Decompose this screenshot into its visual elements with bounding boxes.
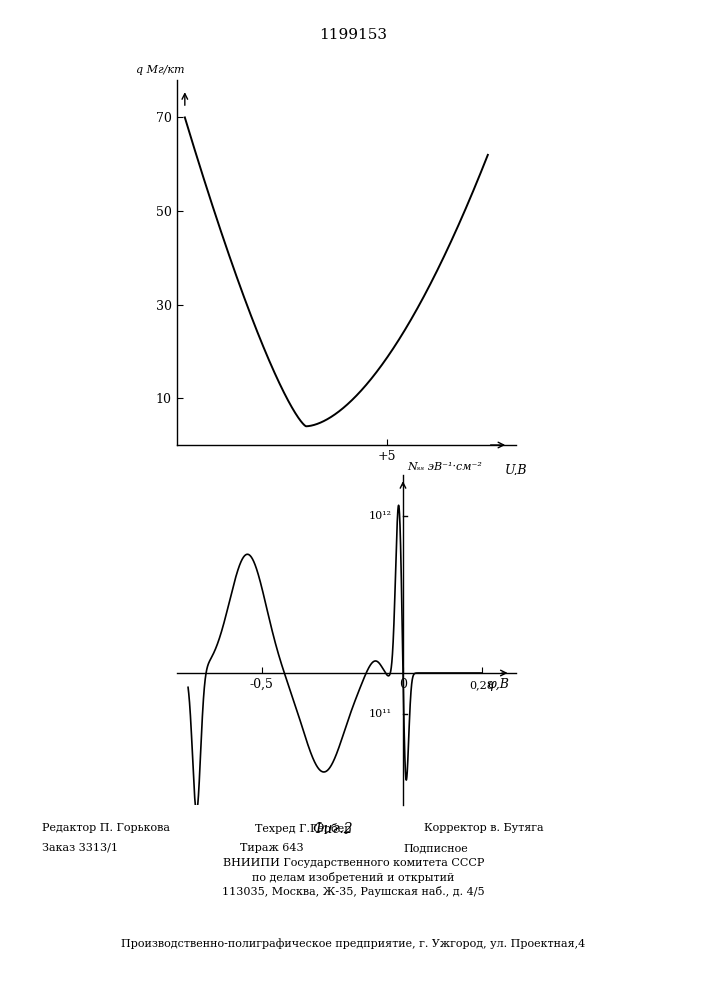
Text: Nₛₛ эB⁻¹·см⁻²: Nₛₛ эB⁻¹·см⁻² xyxy=(407,462,482,472)
Text: Заказ 3313/1: Заказ 3313/1 xyxy=(42,843,118,853)
Text: Производственно-полиграфическое предприятие, г. Ужгород, ул. Проектная,4: Производственно-полиграфическое предприя… xyxy=(122,938,585,949)
Text: 10¹²: 10¹² xyxy=(368,511,392,521)
Text: Корректор в. Бутяга: Корректор в. Бутяга xyxy=(424,823,544,833)
Text: Подписное: Подписное xyxy=(403,843,468,853)
Text: 0,28: 0,28 xyxy=(469,680,495,690)
Text: по делам изобретений и открытий: по делам изобретений и открытий xyxy=(252,872,455,883)
Text: U,B: U,B xyxy=(505,464,527,477)
Text: 1199153: 1199153 xyxy=(320,28,387,42)
Text: Техред Г.Гербер: Техред Г.Гербер xyxy=(255,823,351,834)
Text: Тираж 643: Тираж 643 xyxy=(240,843,304,853)
Text: 10¹¹: 10¹¹ xyxy=(368,709,392,719)
Text: q Мг/кт: q Мг/кт xyxy=(136,65,185,75)
Text: Редактор П. Горькова: Редактор П. Горькова xyxy=(42,823,170,833)
Text: 113035, Москва, Ж-35, Раушская наб., д. 4/5: 113035, Москва, Ж-35, Раушская наб., д. … xyxy=(222,886,485,897)
Text: ВНИИПИ Государственного комитета СССР: ВНИИПИ Государственного комитета СССР xyxy=(223,858,484,868)
Text: Фиг.2: Фиг.2 xyxy=(312,822,353,836)
Text: Фиг.1: Фиг.1 xyxy=(306,485,346,499)
Text: φ,В: φ,В xyxy=(488,678,510,691)
